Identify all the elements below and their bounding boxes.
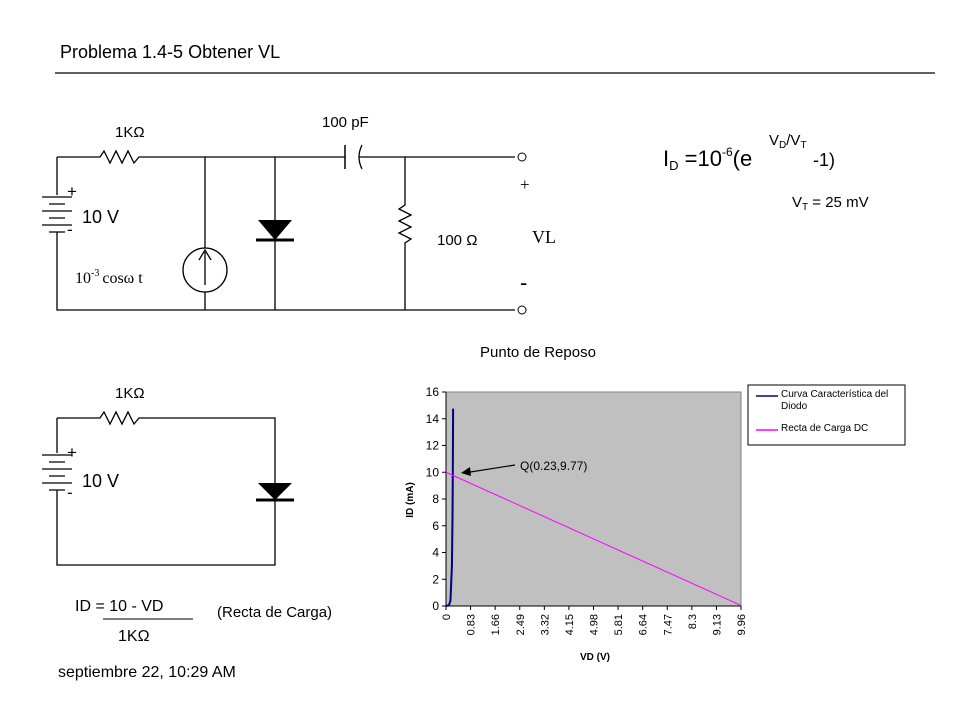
annotation: Q(0.23,9.77) — [520, 459, 587, 473]
load-line-numerator: ID = 10 - VD — [75, 598, 163, 615]
wire — [56, 410, 276, 566]
legend-label: Recta de Carga DC — [781, 423, 869, 434]
resistor-label: 1KΩ — [115, 124, 145, 141]
eq-open: (e — [733, 146, 753, 171]
vt-value: VT = 25 mV — [792, 194, 869, 213]
y-tick-label: 10 — [426, 465, 440, 479]
y-tick-label: 12 — [426, 439, 440, 453]
title: Problema 1.4-5 Obtener VL — [60, 42, 280, 62]
capacitor-plate — [358, 144, 363, 170]
capacitor-label: 100 pF — [322, 114, 369, 131]
eq-lhs: I — [663, 146, 669, 171]
y-tick-label: 8 — [432, 492, 439, 506]
resistor — [397, 157, 413, 310]
chart: Punto de Reposo VD (V) ID (mA) 0 2 4 6 8 10 12… — [405, 344, 906, 663]
y-tick-label: 6 — [432, 519, 439, 533]
load-line-denominator: 1KΩ — [118, 628, 150, 645]
resistor-label: 100 Ω — [437, 232, 477, 249]
x-tick-label: 9.13 — [711, 614, 723, 635]
plot-area — [445, 391, 742, 607]
series-line — [445, 408, 455, 607]
source-label: 10 V — [82, 471, 119, 491]
equation: ID =10-6(e — [663, 145, 752, 173]
legend-label: Curva Característica del Diodo — [781, 389, 889, 412]
minus-sign: - — [67, 220, 73, 239]
plus-sign: + — [67, 443, 77, 462]
load-line-caption: (Recta de Carga) — [217, 604, 332, 621]
annotation-arrow — [463, 464, 516, 474]
series-line — [445, 471, 742, 606]
ac-source-label: 10-3 cosω t — [75, 268, 143, 287]
eq-power: VD/VT — [769, 132, 807, 151]
footer-date: septiembre 22, 10:29 AM — [58, 664, 236, 681]
eq-tail: -1) — [813, 150, 835, 170]
vt-v: V — [792, 194, 802, 211]
top-wire — [57, 149, 515, 165]
diode — [258, 220, 292, 240]
arrow-head — [461, 467, 471, 476]
y-tick-label: 14 — [426, 412, 440, 426]
x-tick-label: 0.83 — [466, 614, 478, 635]
ac-coef: 10 — [75, 270, 91, 287]
circuit-2: 1KΩ + 10 V - — [42, 385, 294, 566]
legend-entry: Curva Característica del Diodo — [781, 389, 889, 412]
eq-power-v: V — [769, 132, 779, 149]
minus-sign: - — [67, 483, 73, 502]
plus-sign: + — [67, 182, 77, 201]
wire — [56, 157, 515, 311]
source-arrow — [198, 248, 212, 285]
ac-rest: cosω t — [102, 270, 143, 287]
eq-power-sub: T — [800, 140, 806, 151]
x-tick-label: 1.66 — [490, 614, 502, 635]
x-tick-label: 0 — [441, 614, 453, 620]
footer: septiembre 22, 10:29 AM — [58, 664, 236, 681]
vt-rest: = 25 mV — [808, 194, 868, 211]
legend-entry: Recta de Carga DC — [781, 423, 869, 434]
y-tick-label: 4 — [432, 546, 439, 560]
current-source — [182, 247, 228, 293]
x-tick-label: 6.64 — [638, 614, 650, 635]
x-tick-label: 9.96 — [736, 614, 748, 635]
x-tick-label: 5.81 — [613, 614, 625, 635]
x-tick-label: 2.49 — [515, 614, 527, 635]
output-minus: - — [520, 270, 527, 295]
x-tick-label: 8.3 — [687, 614, 699, 629]
legend — [747, 384, 906, 446]
ac-exp: -3 — [91, 268, 99, 279]
eq-power-slash: /V — [786, 132, 800, 149]
output-plus: + — [520, 175, 530, 194]
eq-lhs-sub: D — [669, 158, 678, 173]
eq-power-sub: D — [779, 140, 786, 151]
x-tick-label: 4.98 — [589, 614, 601, 635]
battery — [42, 454, 72, 491]
terminal — [517, 152, 527, 162]
circuit-1: 1KΩ 100 pF 100 Ω + 10 V - 10-3 cosω t + V… — [42, 114, 556, 315]
eq-exp: -6 — [722, 145, 733, 159]
source-label: 10 V — [82, 207, 119, 227]
y-tick-label: 2 — [432, 572, 439, 586]
y-tick-label: 16 — [426, 385, 440, 399]
chart-title: Punto de Reposo — [480, 344, 596, 361]
y-tick-label: 0 — [432, 599, 439, 613]
eq-base: =10 — [679, 146, 722, 171]
output-label: VL — [532, 227, 556, 247]
terminal — [517, 305, 527, 315]
y-axis-label: ID (mA) — [405, 482, 416, 518]
vt-sub: T — [802, 202, 808, 213]
x-tick-label: 4.15 — [564, 614, 576, 635]
x-tick-label: 3.32 — [539, 614, 551, 635]
x-tick-label: 7.47 — [662, 614, 674, 635]
resistor-label: 1KΩ — [115, 385, 145, 402]
battery — [42, 196, 72, 233]
diode — [258, 483, 292, 500]
x-axis-label: VD (V) — [580, 652, 610, 663]
